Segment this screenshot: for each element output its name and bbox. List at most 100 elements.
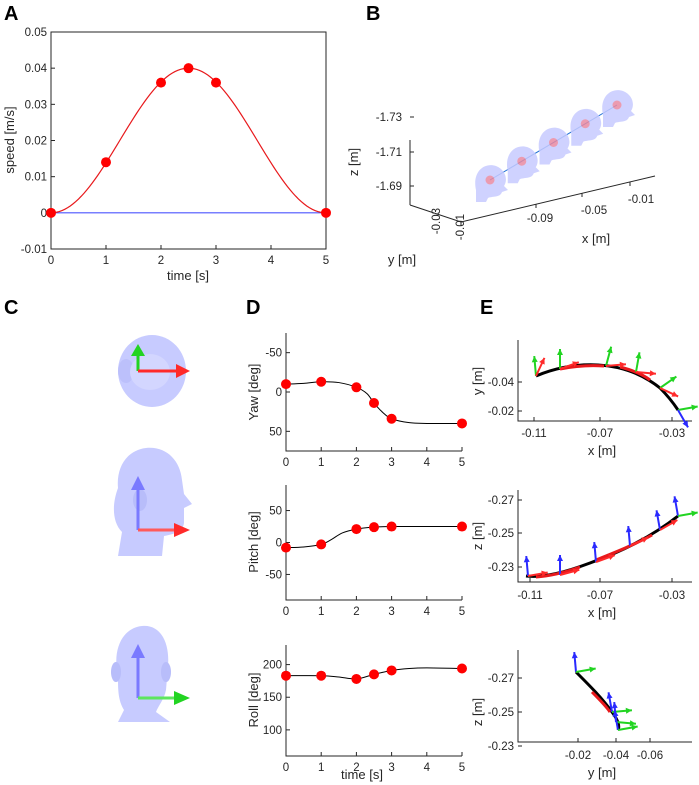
d3-point-3 [369, 669, 379, 680]
e1-frame-5-a-head [691, 404, 698, 411]
e3-frames [571, 651, 638, 731]
e1-frame-3 [635, 352, 657, 377]
e1-frames [531, 346, 698, 428]
panel-b-ztick-label-2: -1.71 [376, 147, 402, 159]
d2-xtick-label-2: 2 [353, 606, 359, 618]
d2-point-3 [369, 522, 379, 533]
e3-frame-0-a-head [571, 652, 578, 659]
d2-ytick-label-1: 0 [276, 538, 282, 550]
e1-frame-2-a-head [606, 346, 613, 354]
e2-frame-0 [523, 555, 548, 577]
head-top-y-arrowhead [131, 344, 145, 356]
d1-point-0 [281, 379, 291, 390]
e3-frame-1-b-head [625, 707, 632, 714]
e3-frame-2-b-head [629, 720, 636, 727]
panel-b-head-marker-3 [580, 119, 590, 129]
panel-a-ytick-label-0: -0.01 [21, 244, 47, 256]
d3-point-0 [281, 670, 291, 681]
panel-c-head-orientations [111, 335, 192, 722]
e2-xtick-label-3: -0.03 [659, 590, 685, 602]
e3-ylabel: z [m] [470, 698, 485, 726]
e1-ylabel: y [m] [470, 367, 485, 395]
panel-b-head-marker-4 [612, 100, 622, 110]
head-side-ear [133, 489, 147, 511]
e3-ytick-label-2: -0.25 [488, 707, 514, 719]
e3-frame-2-a-head [611, 702, 618, 709]
e1-axes [517, 340, 692, 422]
d1-xtick-label-4: 4 [424, 457, 431, 469]
d1-point-2 [351, 382, 362, 393]
e1-frame-4-a-head [669, 376, 677, 383]
e2-axes [517, 490, 692, 583]
head-top-x-arrowhead [176, 364, 190, 378]
d3-xtick-label-3: 3 [388, 762, 394, 774]
panel-d-yaw-chart: 0 1 2 3 4 5 -50 0 50 [265, 333, 467, 469]
head-top-ear [118, 359, 134, 383]
panel-a-ytick-label-6: 0.05 [25, 27, 47, 39]
e3-frame-3 [612, 710, 638, 731]
e1-frame-1-b-head [572, 361, 579, 368]
panel-a-speed-curve [50, 67, 327, 214]
e2-frames [523, 496, 698, 577]
panel-a-point-3 [183, 63, 194, 74]
panel-b-ylabel: y [m] [388, 252, 416, 267]
e3-xtick-label-2: -0.04 [603, 750, 630, 762]
e2-frame-5-b-head [691, 510, 698, 517]
e1-xlabel: x [m] [588, 443, 616, 458]
panel-a-point-1 [101, 157, 111, 168]
e1-trajectory [535, 363, 680, 411]
panel-label-a: A [4, 3, 18, 25]
e2-frame-0-a-head [523, 556, 530, 563]
panel-d-roll-ylabel: Roll [deg] [246, 673, 261, 728]
d1-point-5 [457, 418, 467, 429]
e2-xlabel: x [m] [588, 605, 616, 620]
e3-frame-0-b-head [589, 666, 596, 673]
e2-xtick-label-2: -0.07 [587, 590, 613, 602]
panel-b-xtick-label-1: -0.09 [527, 213, 553, 225]
d3-xtick-label-5: 5 [459, 762, 465, 774]
e2-trajectory [525, 514, 679, 578]
head-side-z-arrowhead [131, 476, 145, 490]
d1-point-3 [369, 398, 379, 409]
d2-point-2 [351, 524, 362, 535]
d2-point-4 [386, 521, 397, 532]
d3-xtick-label-4: 4 [424, 762, 431, 774]
panel-a-ytick-label-2: 0.01 [25, 172, 47, 184]
e2-ylabel: z [m] [470, 522, 485, 550]
d1-xtick-label-1: 1 [318, 457, 324, 469]
e3-xlabel: y [m] [588, 765, 616, 780]
d2-xtick-label-0: 0 [283, 606, 289, 618]
e1-frame-0 [531, 355, 546, 377]
e1-ytick-label-1: -0.04 [488, 377, 515, 389]
d3-point-4 [386, 665, 397, 676]
d3-point-2 [351, 673, 362, 684]
e3-ytick-label-1: -0.27 [488, 673, 514, 685]
panel-d-pitch-chart: 0 1 2 3 4 5 -50 0 50 [265, 485, 467, 618]
panel-a-point-4 [211, 77, 221, 88]
d2-axes [285, 485, 462, 601]
panel-d-xlabel: time [s] [341, 767, 383, 782]
e2-frame-2-b-head [608, 554, 615, 561]
d3-point-5 [457, 663, 467, 674]
e3-xtick-label-3: -0.06 [637, 750, 663, 762]
e1-frame-0-b-head [539, 357, 545, 365]
d1-ytick-label-1: 0 [276, 387, 282, 399]
d1-point-4 [386, 413, 397, 424]
d1-xtick-label-3: 3 [388, 457, 394, 469]
panel-b-3d-trajectory: -1.73 -1.71 -1.69 z [m] -0.09 -0.05 -0.0… [346, 90, 656, 267]
e2-frame-0-b-head [541, 570, 548, 577]
e1-frame-1 [557, 349, 580, 370]
panel-b-xtick-label-3: -0.01 [628, 194, 654, 206]
e1-frame-2 [605, 346, 627, 368]
e1-frame-4 [659, 375, 679, 398]
panel-a-ytick-label-4: 0.03 [25, 99, 47, 111]
d2-xtick-label-5: 5 [459, 606, 465, 618]
d2-point-1 [316, 539, 327, 550]
e3-frame-0 [571, 651, 596, 673]
e2-frame-5-a-head [672, 496, 679, 503]
d3-xtick-label-2: 2 [353, 762, 359, 774]
panel-b-head-4 [602, 90, 635, 127]
e1-ytick-label-2: -0.02 [488, 406, 514, 418]
